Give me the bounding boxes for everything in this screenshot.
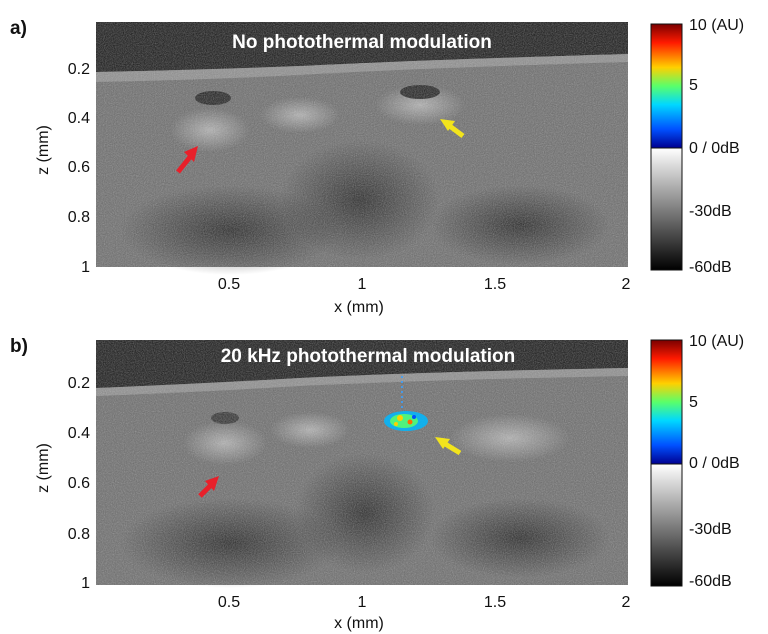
colorbar-label: -30dB	[689, 521, 732, 538]
yellow-arrow	[440, 119, 465, 138]
z-axis-b: 0.2 0.4 0.6 0.8 1 z (mm)	[35, 375, 90, 592]
colorbar-label: 0 / 0dB	[689, 455, 740, 472]
colorbar-label: 5	[689, 394, 698, 411]
x-axis-b: 0.5 1 1.5 2 x (mm)	[218, 594, 631, 632]
z-tick: 0.6	[68, 159, 90, 176]
ultrasound-image-a: No photothermal modulation	[96, 22, 628, 275]
x-tick: 1	[358, 276, 367, 293]
x-axis-label: x (mm)	[334, 299, 384, 316]
x-tick: 1.5	[484, 276, 506, 293]
red-arrow	[176, 146, 198, 174]
panel-title-a: No photothermal modulation	[232, 32, 492, 53]
panel-b-figure: 20 kHz photothermal modulation 0.2 0.4 0…	[35, 333, 744, 632]
z-tick: 0.8	[68, 209, 90, 226]
colorbar-b: 10 (AU) 5 0 / 0dB -30dB -60dB	[650, 333, 744, 590]
z-tick: 0.2	[68, 61, 90, 78]
z-axis-a: 0.2 0.4 0.6 0.8 1 z (mm)	[35, 61, 90, 276]
panel-title-b: 20 kHz photothermal modulation	[221, 346, 516, 367]
z-axis-label: z (mm)	[35, 443, 52, 493]
z-tick: 1	[81, 575, 90, 592]
panel-a-figure: No photothermal modulation 0.2 0.4 0.6 0…	[35, 17, 744, 316]
x-tick: 0.5	[218, 594, 240, 611]
panel-letter-b: b)	[10, 336, 28, 357]
x-axis-label: x (mm)	[334, 615, 384, 632]
x-tick: 1	[358, 594, 367, 611]
z-tick: 0.4	[68, 110, 90, 127]
colorbar-label: 5	[689, 77, 698, 94]
panel-a: a)	[0, 0, 768, 316]
panel-b: b)	[0, 318, 768, 634]
colorbar-label: -30dB	[689, 203, 732, 220]
colorbar-label: 10 (AU)	[689, 17, 744, 34]
colorbar-label: -60dB	[689, 573, 732, 590]
red-arrow	[198, 476, 219, 498]
photothermal-signal	[384, 376, 428, 431]
colorbar-label: 10 (AU)	[689, 333, 744, 350]
colorbar-label: 0 / 0dB	[689, 140, 740, 157]
x-tick: 0.5	[218, 276, 240, 293]
z-axis-label: z (mm)	[35, 125, 52, 175]
z-tick: 1	[81, 259, 90, 276]
x-axis-a: 0.5 1 1.5 2 x (mm)	[218, 276, 631, 316]
colorbar-label: -60dB	[689, 259, 732, 276]
x-tick: 2	[622, 594, 631, 611]
yellow-arrow	[435, 437, 462, 456]
panel-letter-a: a)	[10, 18, 27, 39]
colorbar-a: 10 (AU) 5 0 / 0dB -30dB -60dB	[650, 17, 744, 276]
ultrasound-image-b: 20 kHz photothermal modulation	[96, 340, 628, 588]
z-tick: 0.4	[68, 425, 90, 442]
z-tick: 0.6	[68, 475, 90, 492]
z-tick: 0.2	[68, 375, 90, 392]
x-tick: 1.5	[484, 594, 506, 611]
x-tick: 2	[622, 276, 631, 293]
z-tick: 0.8	[68, 526, 90, 543]
